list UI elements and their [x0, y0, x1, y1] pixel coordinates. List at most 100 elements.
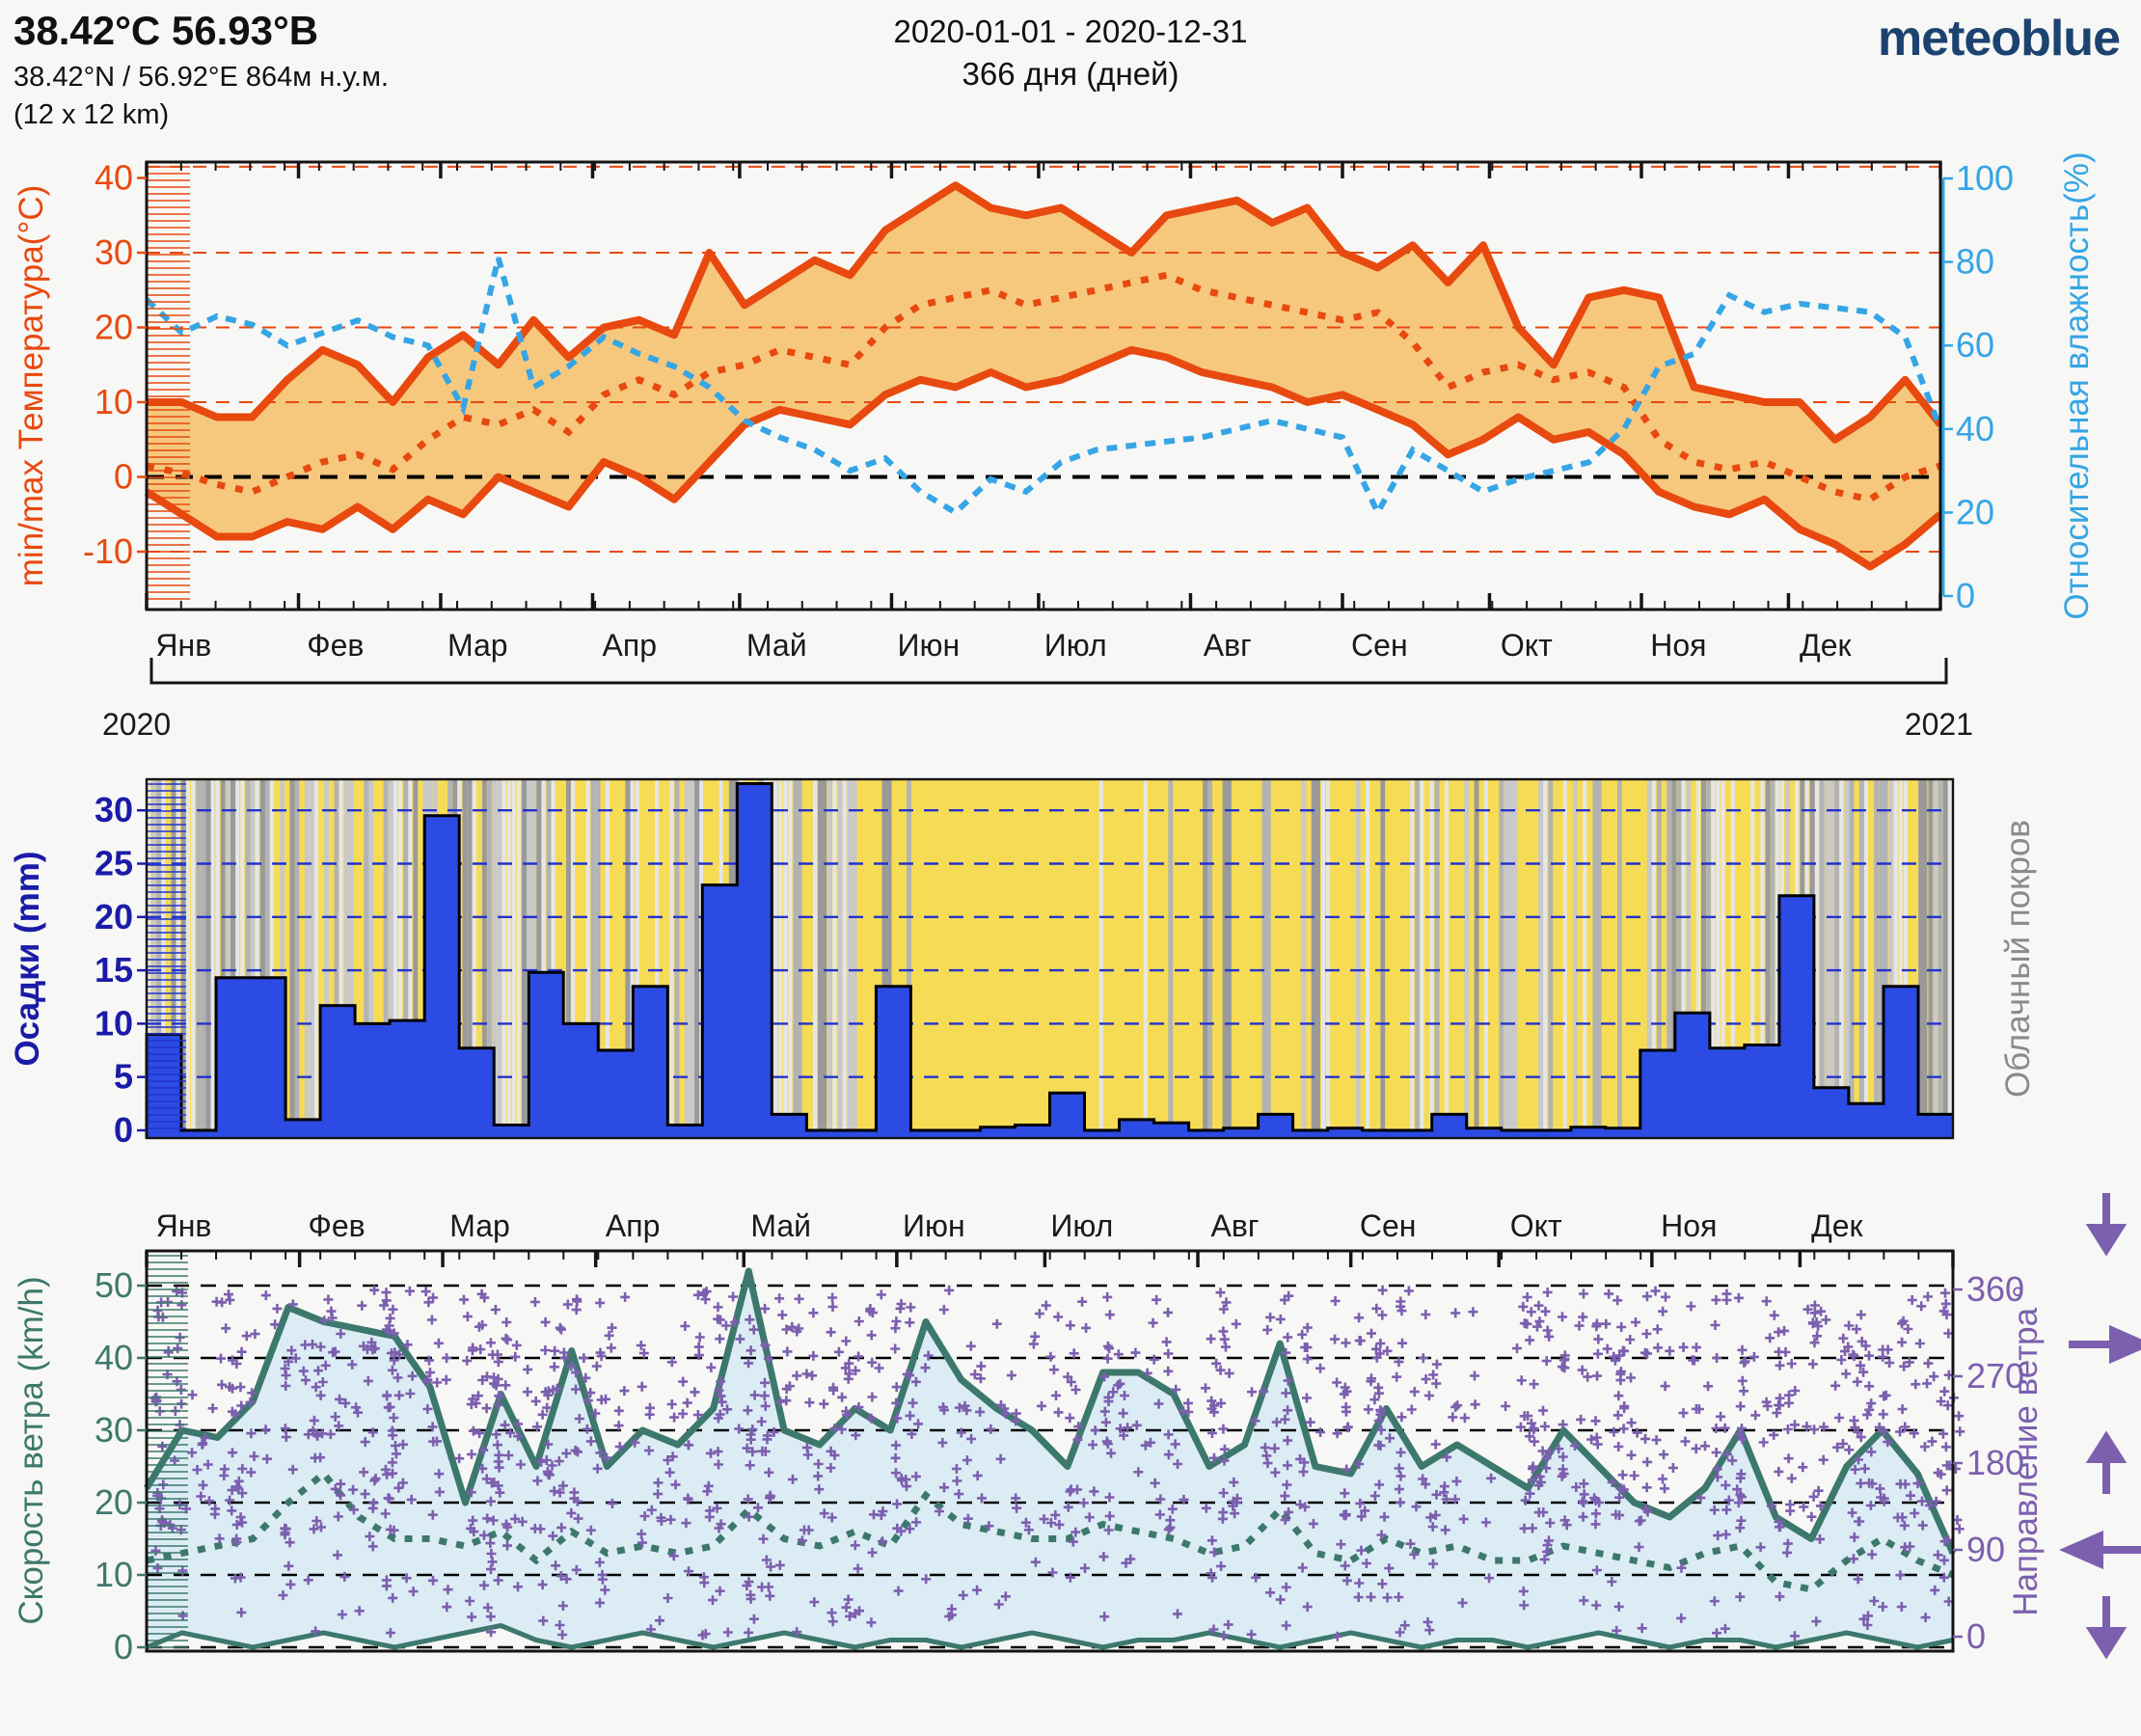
wind-up-arrow-icon: [2085, 1430, 2127, 1494]
cloud-stripe: [1434, 779, 1440, 1138]
cloud-stripe: [1508, 779, 1518, 1138]
cloud-stripe-light: [1947, 779, 1952, 1138]
cloud-stripe: [817, 779, 827, 1138]
cloud-stripe: [1829, 779, 1834, 1138]
temp-tick-label: 30: [95, 232, 133, 272]
humidity-tick-label: 100: [1956, 158, 2014, 198]
cloud-stripe: [1538, 779, 1543, 1138]
wind-tick-label: 50: [95, 1265, 133, 1305]
cloud-stripe: [1844, 779, 1850, 1138]
wind-mean-line: [146, 1469, 1955, 1593]
humidity-axis-title: Относительная влажность(%): [2058, 151, 2096, 619]
cloud-stripe: [1311, 779, 1320, 1138]
cloud-stripe-light: [812, 779, 817, 1138]
cloud-stripe: [156, 779, 166, 1138]
cloud-stripe: [1667, 779, 1672, 1138]
cloud-stripe: [259, 779, 269, 1138]
cloud-stripe-light: [1410, 779, 1415, 1138]
cloud-stripe: [264, 779, 270, 1138]
month-label-top: Янв: [155, 628, 211, 663]
cloud-stripe: [881, 779, 891, 1138]
cloud-stripe-light: [501, 779, 506, 1138]
temp-tick-label: 10: [95, 382, 133, 421]
cloud-stripe: [521, 779, 531, 1138]
cloud-stripe-light: [655, 779, 660, 1138]
temp-axis-title: min/max Температура(°C): [13, 185, 50, 587]
cloud-stripe-light: [240, 779, 245, 1138]
cloud-stripe-light: [215, 779, 220, 1138]
cloud-stripe: [1548, 779, 1554, 1138]
cloud-stripe-light: [1326, 779, 1331, 1138]
wind-down-arrow-icon: [2085, 1596, 2127, 1660]
precip-plot-frame: [145, 777, 1955, 1140]
month-label-top: Фев: [307, 628, 364, 663]
month-label-bottom: Янв: [156, 1208, 212, 1243]
cloud-stripe-light: [1583, 779, 1587, 1138]
temp-max-line: [147, 181, 1944, 444]
cloud-stripe-light: [147, 779, 151, 1138]
month-label-bottom: Июн: [903, 1208, 965, 1243]
cloud-stripe-light: [1681, 779, 1686, 1138]
cloud-stripe-light: [788, 779, 793, 1138]
year-start-label: 2020: [102, 707, 171, 742]
cloud-stripe-light: [1143, 779, 1148, 1138]
month-label-top: Сен: [1351, 628, 1408, 663]
cloud-stripe: [487, 779, 492, 1138]
period-block: 2020-01-01 - 2020-12-31 366 дня (дней): [0, 14, 2141, 93]
cloud-stripe: [1874, 779, 1879, 1138]
direction-tick-label: 180: [1966, 1443, 2024, 1482]
cloud-stripe-light: [1898, 779, 1903, 1138]
wind-band: [147, 1271, 1953, 1647]
cloud-stripe-light: [1420, 779, 1424, 1138]
cloud-stripe: [1499, 779, 1504, 1138]
meteoblue-logo[interactable]: meteoblue: [1877, 11, 2121, 67]
date-range: 2020-01-01 - 2020-12-31: [893, 14, 1248, 49]
cloud-stripe: [289, 779, 299, 1138]
cloud-stripe: [827, 779, 833, 1138]
wind-max-line: [144, 1267, 1957, 1555]
wind-tick-label: 40: [95, 1338, 133, 1377]
cloud-stripe-light: [1483, 779, 1488, 1138]
location-block: 38.42°С 56.93°В 38.42°N / 56.92°E 864м н…: [14, 8, 389, 131]
wind-tick-label: 20: [95, 1482, 133, 1522]
cloud-stripe: [1355, 779, 1361, 1138]
temp-tick-label: 0: [114, 457, 133, 497]
cloud-stripe: [1765, 779, 1771, 1138]
cloud-stripe-light: [235, 779, 240, 1138]
cloud-stripe-light: [1775, 779, 1779, 1138]
cloud-stripe: [1879, 779, 1888, 1138]
precip-tick-label: 0: [114, 1110, 133, 1150]
cloud-stripe: [180, 779, 186, 1138]
precip-tick-label: 15: [95, 950, 133, 990]
cloud-stripe-light: [1651, 779, 1656, 1138]
cloud-stripe-light: [1098, 779, 1103, 1138]
direction-tick-label: 90: [1966, 1530, 2005, 1569]
cloud-stripe: [536, 779, 546, 1138]
cloud-stripe: [793, 779, 802, 1138]
month-label-bottom: Мар: [449, 1208, 510, 1243]
cloud-stripe-light: [506, 779, 511, 1138]
cloud-stripe: [1888, 779, 1894, 1138]
cloud-stripe: [368, 779, 374, 1138]
cloud-stripe-light: [1721, 779, 1725, 1138]
cloud-stripe: [852, 779, 857, 1138]
cloud-stripe: [590, 779, 596, 1138]
wind-axis-title: Скорость ветра (km/h): [13, 1276, 50, 1624]
cloud-stripe: [1942, 779, 1948, 1138]
cloud-stripe: [684, 779, 690, 1138]
cloud-stripe: [304, 779, 310, 1138]
cloud-stripe: [694, 779, 704, 1138]
cloud-stripe-light: [313, 779, 319, 1138]
cloud-stripe: [1222, 779, 1232, 1138]
cloud-stripe: [497, 779, 502, 1138]
precip-rug-hatch: [148, 783, 186, 1129]
cloud-stripe-light: [842, 779, 847, 1138]
cloud-stripe-light: [1320, 779, 1326, 1138]
cloud-stripe: [886, 779, 892, 1138]
cloud-stripe: [481, 779, 487, 1138]
temp-tick-label: 20: [95, 308, 133, 347]
cloud-stripe: [1415, 779, 1421, 1138]
cloud-stripe: [837, 779, 847, 1138]
cloud-stripe-light: [1814, 779, 1819, 1138]
cloud-stripe: [1849, 779, 1855, 1138]
